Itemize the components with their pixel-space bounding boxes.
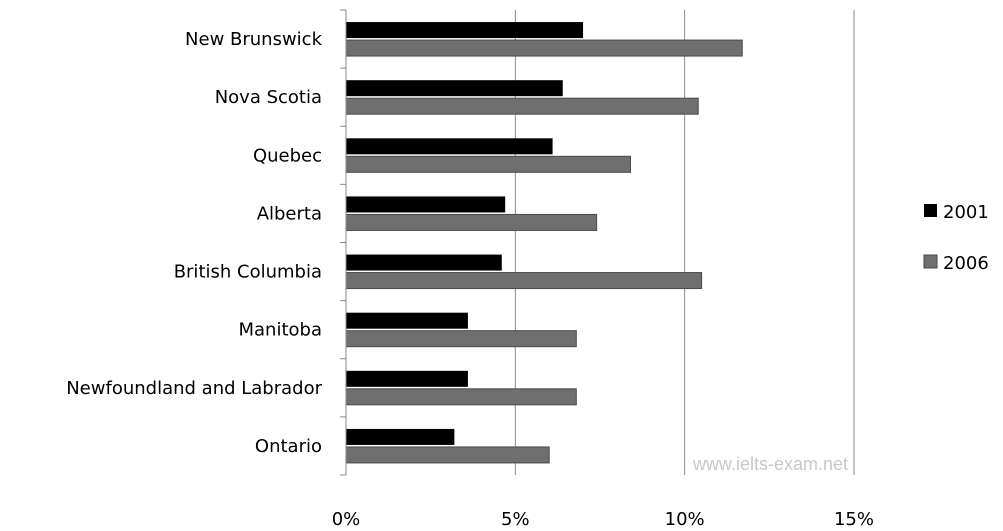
x-tick-label: 5% (501, 509, 530, 530)
category-label: British Columbia (174, 262, 322, 283)
bar-2001 (346, 80, 563, 97)
category-label: Quebec (253, 145, 322, 166)
category-label: Nova Scotia (215, 87, 322, 108)
legend-swatch-2001 (924, 204, 937, 217)
x-tick-label: 10% (665, 509, 705, 530)
bar-2001 (346, 254, 502, 271)
x-tick-label: 15% (834, 509, 874, 530)
bar-2001 (346, 428, 455, 445)
bars (345, 22, 743, 464)
x-tick-label: 0% (332, 509, 361, 530)
category-label: Alberta (257, 203, 322, 224)
bar-2001 (346, 22, 584, 39)
bar-2001 (346, 312, 468, 329)
bar-2006 (345, 213, 598, 231)
bar-2006 (345, 155, 631, 173)
legend-swatch-2006 (923, 254, 938, 269)
legend-label-2001: 2001 (943, 202, 989, 223)
category-label: Manitoba (239, 320, 323, 341)
bar-2001 (346, 196, 506, 213)
category-label: New Brunswick (185, 29, 323, 50)
bar-2006 (345, 388, 577, 406)
value-tick-labels: 0% 5% 10% 15% (332, 509, 874, 530)
bar-2006 (345, 39, 743, 57)
bar-2006 (345, 97, 699, 115)
bar-2001 (346, 138, 553, 155)
bar-2006 (345, 330, 577, 348)
category-labels: New Brunswick Nova Scotia Quebec Alberta Bri… (66, 29, 322, 457)
category-label: Ontario (255, 436, 322, 457)
category-label: Newfoundland and Labrador (66, 378, 322, 399)
bar-2006 (345, 446, 550, 464)
category-axis (340, 9, 347, 476)
legend: 2001 2006 (923, 202, 989, 274)
legend-label-2006: 2006 (943, 253, 989, 274)
bar-2001 (346, 370, 468, 387)
bar-2006 (345, 272, 703, 290)
watermark-text: www.ielts-exam.net (692, 454, 848, 474)
